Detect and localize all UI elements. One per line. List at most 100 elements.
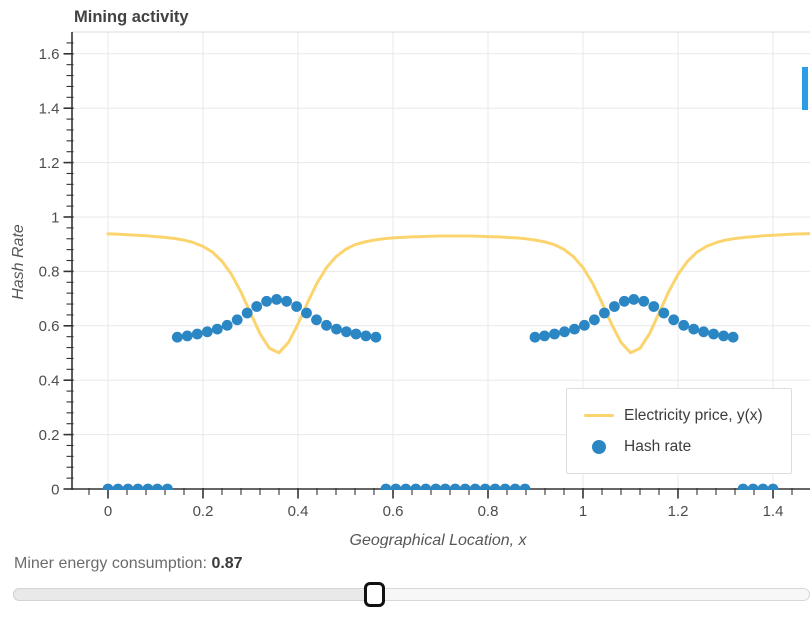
hash-rate-point [291, 301, 302, 312]
x-tick-label: 0.6 [383, 503, 404, 520]
y-tick-labels: 0 0.2 0.4 0.6 0.8 1 1.2 1.4 1.6 [39, 46, 60, 498]
hash-rate-point [390, 483, 402, 490]
hash-rate-point [181, 330, 193, 342]
hash-rate-point [658, 307, 670, 319]
hash-rate-point [162, 483, 173, 490]
hash-rate-point [132, 483, 144, 490]
hash-rate-point [410, 483, 422, 490]
hash-rate-point [589, 314, 600, 326]
axis-ticks [63, 42, 793, 499]
hash-rate-point [171, 331, 183, 343]
plot-svg: 0 0.2 0.4 0.6 0.8 1 1.2 1.4 0 0.2 0.4 0.6 0.8 1 1.2 1.… [10, 8, 810, 548]
hash-rate-point [708, 328, 719, 340]
hash-rate-point [569, 323, 580, 335]
x-tick-label: 1 [579, 503, 587, 520]
hash-rate-point [370, 331, 382, 343]
hash-rate-point [400, 483, 412, 490]
consumption-label-text: Miner energy consumption: [14, 555, 212, 572]
hash-rate-point [251, 301, 263, 312]
hash-rate-point [638, 295, 650, 307]
hash-rate-points [102, 294, 779, 490]
energy-consumption-slider[interactable] [13, 582, 810, 607]
legend-label: Electricity price, y(x) [624, 406, 763, 424]
hash-rate-point [191, 328, 203, 340]
hash-rate-point [688, 323, 700, 335]
y-tick-label: 0.6 [39, 318, 60, 335]
x-tick-labels: 0 0.2 0.4 0.6 0.8 1 1.2 1.4 [104, 503, 784, 520]
hash-rate-point [261, 295, 272, 307]
legend-entry-hash-rate: Hash rate [581, 432, 777, 462]
hash-rate-point [469, 483, 481, 490]
hash-rate-point [737, 483, 749, 490]
hash-rate-point [579, 319, 590, 331]
slider-thumb[interactable] [363, 582, 385, 607]
hash-rate-point [519, 483, 531, 490]
x-tick-label: 1.2 [668, 503, 689, 520]
hash-rate-point [549, 328, 560, 340]
hash-rate-point [668, 314, 680, 326]
x-tick-label: 1.4 [763, 503, 784, 520]
chart-legend: Electricity price, y(x) Hash rate [566, 388, 792, 474]
y-tick-label: 1.2 [39, 155, 60, 172]
legend-entry-electricity-price: Electricity price, y(x) [581, 401, 777, 431]
right-edge-blue-bar [802, 67, 808, 110]
slider-fill [13, 588, 375, 601]
hash-rate-point [122, 483, 134, 490]
x-tick-label: 0.2 [193, 503, 214, 520]
chart-title: Mining activity [74, 8, 189, 26]
x-tick-label: 0 [104, 503, 112, 520]
y-tick-label: 1.4 [39, 100, 60, 117]
hash-rate-point [281, 295, 292, 307]
hash-rate-point [321, 319, 332, 331]
hash-rate-point [678, 319, 690, 331]
hash-rate-point [231, 314, 243, 326]
line-swatch-icon [581, 413, 617, 418]
y-tick-label: 1.6 [39, 46, 60, 63]
hash-rate-point [618, 295, 630, 307]
y-tick-label: 0 [51, 481, 59, 498]
y-tick-label: 0.2 [39, 427, 60, 444]
hash-rate-point [757, 483, 769, 490]
hash-rate-point [698, 326, 709, 338]
series-marks [102, 232, 810, 490]
mining-activity-chart: 0 0.2 0.4 0.6 0.8 1 1.2 1.4 0 0.2 0.4 0.6 0.8 1 1.2 1.… [10, 8, 810, 548]
hash-rate-point [112, 483, 124, 490]
hash-rate-point [430, 483, 442, 490]
hash-rate-point [152, 483, 163, 490]
hash-rate-point [102, 483, 114, 490]
hash-rate-point [211, 323, 223, 335]
hash-rate-point [360, 330, 372, 342]
hash-rate-point [301, 307, 312, 319]
hash-rate-point [609, 301, 620, 312]
gridlines [72, 32, 810, 489]
hash-rate-point [380, 483, 392, 490]
hash-rate-point [420, 483, 432, 490]
hash-rate-point [459, 483, 471, 490]
hash-rate-point [479, 483, 491, 490]
hash-rate-point [718, 330, 729, 342]
x-tick-label: 0.4 [288, 503, 309, 520]
electricity-price-line [106, 232, 810, 355]
hash-rate-point [142, 483, 154, 490]
hash-rate-point [767, 483, 779, 490]
point-swatch-icon [581, 439, 617, 454]
x-axis-title: Geographical Location, x [350, 532, 528, 548]
hash-rate-point [350, 328, 362, 340]
hash-rate-point [331, 323, 342, 335]
hash-rate-point [201, 326, 213, 338]
y-tick-label: 0.4 [39, 372, 60, 389]
hash-rate-point [341, 326, 352, 338]
hash-rate-point [648, 301, 660, 312]
hash-rate-point [221, 319, 233, 331]
hash-rate-point [539, 330, 550, 342]
hash-rate-point [599, 307, 610, 319]
consumption-value: 0.87 [211, 555, 243, 572]
hash-rate-point [529, 331, 541, 343]
y-tick-label: 1 [51, 209, 59, 226]
legend-label: Hash rate [624, 437, 692, 455]
hash-rate-point [499, 483, 511, 490]
hash-rate-point [509, 483, 521, 490]
hash-rate-point [628, 294, 640, 305]
hash-rate-point [311, 314, 322, 326]
hash-rate-point [727, 331, 739, 343]
